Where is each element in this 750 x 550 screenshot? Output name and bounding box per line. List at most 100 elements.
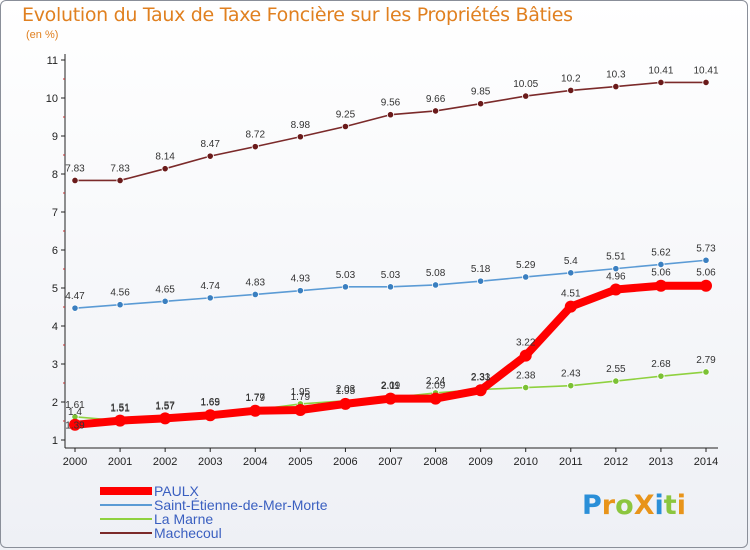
data-point: [296, 133, 304, 141]
y-tick-label: 2: [52, 397, 58, 409]
data-point: [116, 176, 124, 185]
data-point: [702, 256, 710, 264]
data-label: 2.43: [561, 369, 581, 380]
data-label: 2.31: [471, 372, 491, 383]
data-label: 5.03: [381, 270, 401, 281]
x-tick-label: 2014: [694, 456, 718, 468]
data-point: [567, 269, 575, 277]
data-label: 1.69: [200, 397, 220, 408]
data-label: 2.55: [606, 364, 626, 375]
data-label: 4.47: [65, 291, 85, 302]
data-label: 10.05: [513, 79, 538, 90]
data-point: [567, 382, 575, 390]
data-point: [206, 294, 214, 302]
data-point: [294, 403, 307, 416]
data-label: 1.65: [200, 397, 220, 408]
data-label: 4.65: [155, 284, 175, 295]
data-label: 4.56: [110, 288, 130, 299]
data-point: [612, 265, 620, 273]
data-point: [251, 143, 259, 151]
data-point: [702, 368, 710, 376]
legend-swatch: [100, 504, 152, 506]
data-label: 1.79: [246, 393, 266, 404]
data-point: [341, 122, 350, 131]
y-tick-label: 3: [52, 359, 58, 371]
data-label: 5.29: [516, 260, 536, 271]
data-point: [657, 78, 665, 87]
data-label: 5.08: [426, 268, 446, 279]
data-label: 1.57: [155, 401, 175, 412]
chart-subtitle: (en %): [26, 29, 59, 41]
legend-label: PAULX: [154, 483, 199, 499]
logo-letter: i: [654, 490, 664, 521]
data-label: 7.83: [110, 163, 130, 174]
data-label: 9.56: [381, 98, 401, 109]
legend-swatch: [100, 518, 152, 520]
x-tick-label: 2004: [243, 456, 267, 468]
data-point: [477, 100, 485, 108]
chart-title: Evolution du Taux de Taxe Foncière sur l…: [22, 4, 573, 26]
data-point: [609, 283, 622, 296]
data-point: [522, 383, 530, 392]
legend-swatch: [100, 487, 152, 495]
legend-item: PAULX: [100, 483, 420, 499]
data-label: 10.3: [606, 70, 626, 81]
data-point: [564, 300, 577, 313]
y-tick-label: 8: [52, 169, 58, 181]
data-point: [69, 418, 81, 431]
logo-letter: X: [633, 490, 655, 521]
data-label: 4.74: [200, 281, 220, 292]
data-point: [116, 301, 124, 309]
x-tick-label: 2002: [153, 456, 177, 468]
data-point: [161, 297, 169, 305]
y-tick-label: 9: [52, 131, 58, 143]
data-point: [477, 277, 485, 285]
data-point: [474, 384, 487, 397]
data-point: [612, 83, 620, 91]
y-tick-label: 4: [52, 321, 58, 333]
legend: PAULX Saint-Étienne-de-Mer-Morte La Marn…: [100, 483, 420, 541]
data-label: 1.39: [65, 420, 85, 431]
data-point: [296, 287, 304, 295]
data-label: 4.51: [561, 289, 581, 300]
logo-letter: P: [582, 490, 602, 521]
data-label: 5.03: [336, 270, 356, 281]
y-tick-label: 10: [46, 93, 58, 105]
data-point: [71, 304, 79, 312]
data-label: 1.79: [291, 392, 311, 403]
data-label: 10.2: [561, 73, 581, 84]
legend-item: Saint-Étienne-de-Mer-Morte: [100, 497, 420, 513]
data-point: [249, 404, 262, 417]
data-point: [159, 412, 172, 425]
data-label: 1.57: [155, 400, 175, 411]
legend-label: Machecoul: [154, 525, 222, 541]
data-label: 2.11: [381, 381, 400, 392]
data-label: 8.47: [200, 139, 220, 150]
data-point: [657, 260, 665, 269]
logo-letter: i: [676, 490, 686, 521]
proxiti-logo: ProXiti: [582, 490, 686, 521]
data-label: 1.51: [110, 403, 130, 414]
data-label: 3.22: [516, 338, 536, 349]
data-label: 1.77: [246, 393, 266, 404]
logo-letter: t: [663, 490, 677, 521]
logo-letter: r: [601, 490, 616, 521]
data-label: 9.25: [336, 110, 356, 121]
data-point: [384, 392, 397, 405]
x-tick-label: 2013: [649, 456, 673, 468]
x-tick-label: 2000: [63, 456, 87, 468]
data-point: [251, 290, 259, 299]
data-label: 2.38: [516, 371, 536, 382]
data-point: [702, 78, 710, 87]
data-point: [567, 86, 575, 95]
x-tick-label: 2005: [288, 456, 312, 468]
data-label: 8.14: [155, 152, 175, 163]
data-point: [161, 165, 169, 173]
data-label: 5.18: [471, 264, 491, 275]
data-point: [204, 409, 217, 422]
x-tick-label: 2007: [378, 456, 402, 468]
data-label: 5.06: [651, 268, 671, 279]
data-label: 4.96: [606, 272, 626, 283]
data-label: 5.73: [696, 243, 716, 254]
